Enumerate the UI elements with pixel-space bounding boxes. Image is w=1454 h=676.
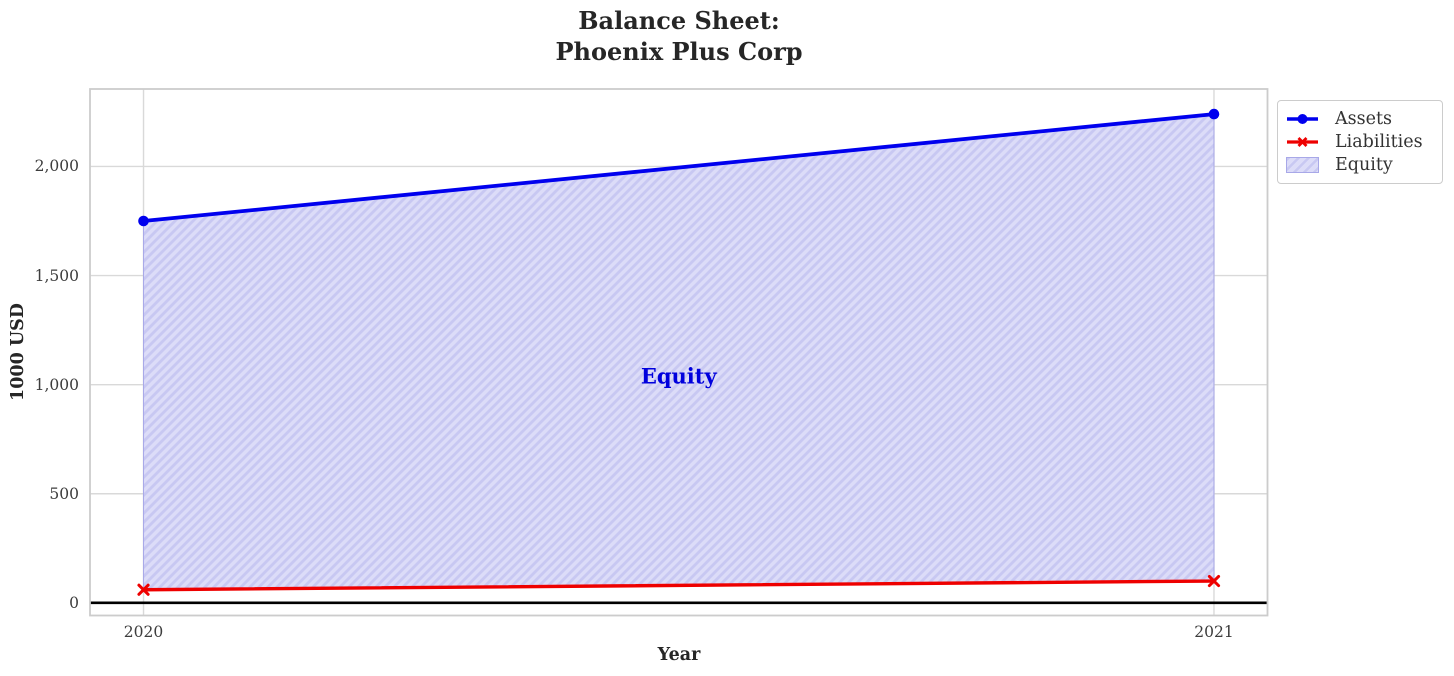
chart-title: Balance Sheet: Phoenix Plus Corp — [90, 5, 1268, 67]
x-tick-label: 2020 — [123, 623, 164, 641]
plot-border — [89, 88, 1269, 617]
y-tick-label: 2,000 — [34, 157, 79, 176]
legend: Assets Liabilities Equity — [1277, 100, 1443, 184]
y-tick-label: 1,000 — [34, 375, 79, 394]
x-tick-label: 2021 — [1194, 623, 1234, 641]
equity-hatched-patch-icon — [1286, 157, 1319, 174]
legend-item-equity: Equity — [1286, 154, 1434, 177]
legend-label-liabilities: Liabilities — [1335, 131, 1423, 152]
equity-area — [143, 113, 1215, 591]
legend-label-assets: Assets — [1335, 108, 1392, 129]
legend-label-equity: Equity — [1335, 155, 1393, 176]
legend-item-liabilities: Liabilities — [1286, 130, 1434, 153]
y-axis-title: 1000 USD — [8, 303, 28, 401]
liabilities-line — [137, 574, 1221, 596]
assets-line — [138, 108, 1220, 227]
chart-title-line1: Balance Sheet: — [578, 6, 780, 35]
chart-title-line2: Phoenix Plus Corp — [555, 37, 803, 66]
equity-area-label: Equity — [640, 363, 717, 389]
y-tick-label: 500 — [49, 484, 79, 503]
assets-line-marker-icon — [1287, 113, 1318, 124]
legend-item-assets: Assets — [1286, 107, 1434, 130]
y-tick-label: 1,500 — [34, 266, 79, 285]
liabilities-line-marker-icon — [1287, 136, 1318, 147]
y-tick-label: 0 — [69, 593, 79, 612]
x-axis-title: Year — [657, 645, 701, 665]
